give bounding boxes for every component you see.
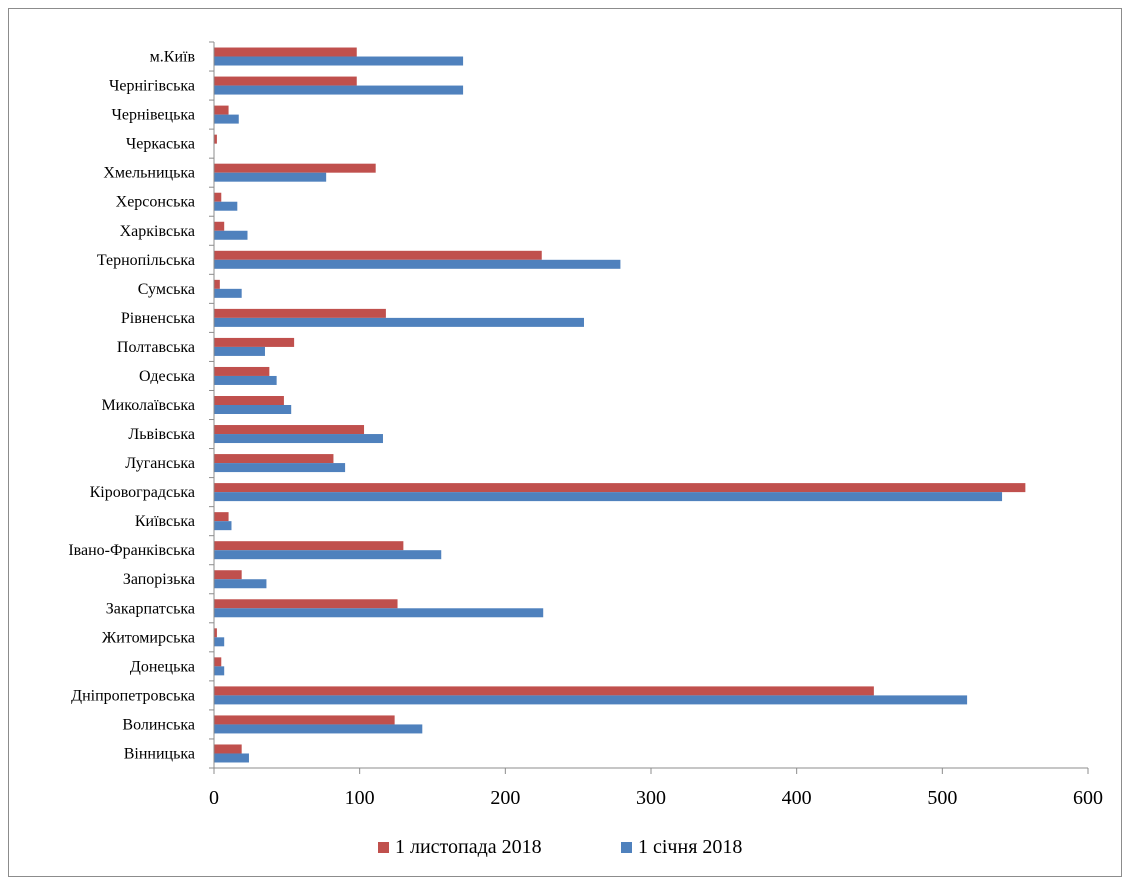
legend: 1 листопада 2018 1 січня 2018 <box>378 836 742 858</box>
bar-nov-1 <box>214 715 395 725</box>
bar-nov-20 <box>214 163 376 173</box>
bar-nov-8 <box>214 512 229 522</box>
category-label-24: м.Київ <box>150 49 196 66</box>
category-label-19: Херсонська <box>116 194 195 211</box>
bar-nov-11 <box>214 425 365 435</box>
bar-jan-22 <box>214 114 239 124</box>
category-label-2: Дніпропетровська <box>71 687 195 704</box>
x-tick-label-4: 400 <box>782 787 812 809</box>
x-tick-label-5: 500 <box>927 787 957 809</box>
bar-nov-24 <box>214 47 357 57</box>
category-label-3: Донецька <box>130 658 195 675</box>
bar-nov-5 <box>214 599 398 609</box>
bar-jan-19 <box>214 201 238 211</box>
bar-nov-18 <box>214 221 225 231</box>
bar-nov-17 <box>214 250 542 260</box>
bar-jan-4 <box>214 637 225 647</box>
legend-swatch-0 <box>378 842 389 853</box>
bar-nov-3 <box>214 657 222 667</box>
bar-jan-14 <box>214 346 265 356</box>
bar-jan-9 <box>214 492 1003 502</box>
category-label-8: Київська <box>135 513 195 530</box>
x-tick-label-6: 600 <box>1073 787 1103 809</box>
bar-jan-12 <box>214 405 292 414</box>
bar-nov-4 <box>214 628 217 638</box>
bar-nov-21 <box>214 134 217 144</box>
bar-jan-24 <box>214 56 464 66</box>
bar-nov-16 <box>214 279 220 289</box>
x-tick-label-3: 300 <box>636 787 666 809</box>
category-label-13: Одеська <box>139 368 195 385</box>
bar-nov-15 <box>214 308 386 318</box>
labels-group: Вінницька Волинська Дніпропетровська Донець… <box>68 49 1103 809</box>
legend-label-1: 1 січня 2018 <box>638 836 742 858</box>
category-label-17: Тернопільська <box>97 252 195 269</box>
bar-jan-0 <box>214 753 249 763</box>
category-label-11: Львівська <box>128 426 195 443</box>
bar-jan-2 <box>214 695 968 705</box>
x-tick-label-1: 100 <box>345 787 375 809</box>
category-label-4: Житомирська <box>102 629 195 646</box>
bar-nov-7 <box>214 541 404 551</box>
category-label-0: Вінницька <box>124 745 195 762</box>
category-label-21: Черкаська <box>126 136 195 153</box>
chart-frame <box>8 8 1122 877</box>
bar-nov-6 <box>214 570 242 580</box>
bar-jan-15 <box>214 317 584 327</box>
bar-jan-3 <box>214 666 225 676</box>
bar-nov-14 <box>214 337 295 347</box>
bar-jan-8 <box>214 521 232 531</box>
category-label-23: Чернігівська <box>109 78 195 95</box>
category-label-16: Сумська <box>138 281 195 298</box>
bar-jan-1 <box>214 724 423 734</box>
category-label-5: Закарпатська <box>106 600 195 617</box>
bar-jan-6 <box>214 579 267 589</box>
bar-jan-20 <box>214 172 327 182</box>
category-label-7: Івано-Франківська <box>68 542 195 559</box>
bar-nov-9 <box>214 483 1026 493</box>
category-label-18: Харківська <box>120 223 195 240</box>
bar-jan-16 <box>214 288 242 298</box>
legend-label-0: 1 листопада 2018 <box>395 836 542 858</box>
category-label-22: Чернівецька <box>111 107 195 124</box>
bar-jan-11 <box>214 434 383 444</box>
bar-nov-22 <box>214 105 229 115</box>
bars-group <box>214 47 1026 763</box>
bar-jan-10 <box>214 463 346 473</box>
category-label-6: Запорізька <box>123 571 195 588</box>
bar-jan-23 <box>214 85 464 95</box>
category-label-1: Волинська <box>122 716 195 733</box>
category-label-12: Миколаївська <box>101 397 195 414</box>
bar-nov-13 <box>214 366 270 376</box>
bar-nov-2 <box>214 686 874 696</box>
category-label-10: Луганська <box>125 455 195 472</box>
legend-swatch-1 <box>621 842 632 853</box>
bar-jan-17 <box>214 259 621 269</box>
bar-nov-12 <box>214 396 284 405</box>
category-label-9: Кіровоградська <box>90 484 195 501</box>
bar-jan-7 <box>214 550 442 560</box>
bar-nov-19 <box>214 192 222 202</box>
x-tick-label-0: 0 <box>209 787 219 809</box>
category-label-14: Полтавська <box>117 339 195 356</box>
category-label-20: Хмельницька <box>103 165 195 182</box>
bar-nov-0 <box>214 744 242 754</box>
bar-nov-10 <box>214 454 334 464</box>
x-tick-label-2: 200 <box>490 787 520 809</box>
bar-nov-23 <box>214 76 357 86</box>
axes-group <box>209 41 1089 774</box>
bar-jan-13 <box>214 375 277 385</box>
bar-jan-18 <box>214 230 248 240</box>
category-label-15: Рівненська <box>121 310 195 327</box>
bar-jan-5 <box>214 608 544 618</box>
